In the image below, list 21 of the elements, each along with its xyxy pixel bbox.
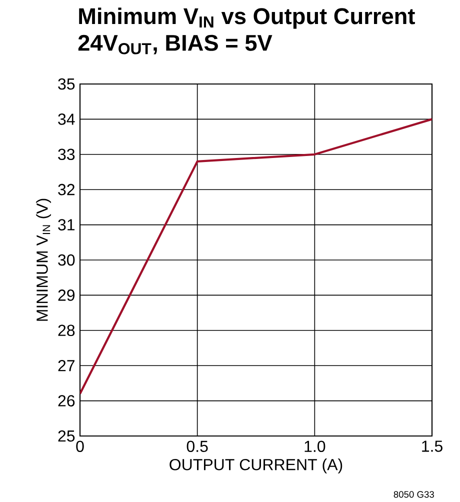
y-tick-label: 26 bbox=[58, 395, 75, 406]
chart-title: Minimum V$_{IN}$ vs Output Current bbox=[79, 8, 415, 29]
x-tick-label: 1.0 bbox=[304, 440, 326, 452]
y-tick-label: 30 bbox=[58, 254, 75, 266]
y-tick-label: 33 bbox=[58, 148, 75, 160]
x-tick-label: 0.5 bbox=[186, 440, 208, 452]
y-tick-label: 35 bbox=[58, 78, 75, 90]
y-tick-label: 29 bbox=[58, 290, 75, 301]
x-tick-label: 0 bbox=[76, 440, 84, 452]
line-series bbox=[80, 118, 432, 395]
y-tick-label: 28 bbox=[58, 324, 75, 336]
y-tick-label: 34 bbox=[58, 114, 75, 125]
y-tick-label: 27 bbox=[58, 360, 74, 372]
y-tick-label: 32 bbox=[58, 184, 74, 196]
y-axis-title: MINIMUM V$_{IN}$ (V) bbox=[36, 198, 51, 321]
chart-subtitle: 24V$_{OUT}$, BIAS = 5V bbox=[78, 34, 272, 54]
text: 8050 G33 bbox=[394, 491, 434, 498]
x-tick-label: 1.5 bbox=[422, 440, 442, 452]
x-axis-title: OUTPUT CURRENT (A) bbox=[170, 458, 342, 474]
y-tick-label: 25 bbox=[58, 430, 75, 442]
y-tick-label: 31 bbox=[58, 219, 74, 230]
